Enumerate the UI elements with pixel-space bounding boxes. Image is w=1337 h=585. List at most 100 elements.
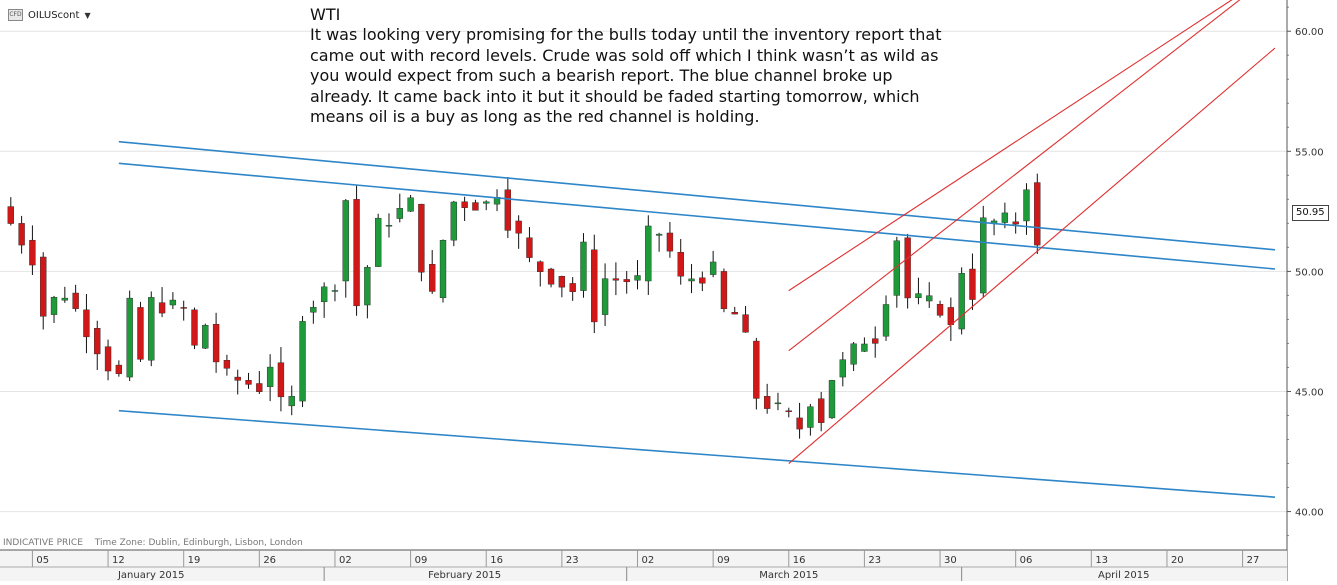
candle-body [591,249,598,323]
time-axis-band [0,550,1287,581]
candle-body [947,307,955,325]
candle-body [7,206,14,224]
x-tick-label: 20 [1171,555,1184,566]
candle-body [126,297,133,378]
candle-body [1034,182,1041,246]
candle-body [256,383,263,392]
candle-body [342,200,349,282]
x-tick-label: 06 [1020,555,1033,566]
x-tick-label: 02 [339,555,352,566]
x-tick-label: 27 [1247,555,1260,566]
last-price-tag: 50.95 [1292,205,1329,221]
chart-footer-info: INDICATIVE PRICE Time Zone: Dublin, Edin… [3,538,303,548]
candle-body [212,324,220,363]
annotation-line: It was looking very promising for the bu… [310,25,942,44]
candle-body [677,251,684,277]
candle-body [299,321,306,402]
candle-body [277,362,285,398]
candle-body [612,278,620,281]
candle-body [483,201,490,204]
red-channel-line [788,0,1233,292]
candle-body [364,266,371,306]
candle-body [169,299,177,306]
caret-down-icon[interactable]: ▼ [84,10,91,20]
candle-body [731,312,738,315]
candle-body [753,340,760,399]
candle-body [385,224,393,227]
candle-body [234,376,241,381]
candle-body [1023,189,1030,222]
candle-body [450,201,457,241]
candle-body [634,275,641,281]
x-tick-label: 05 [36,555,49,566]
candle-body [515,220,522,234]
symbol-selector[interactable]: CFD OILUScont ▼ [8,9,91,21]
candle-body [893,240,900,296]
candle-body [439,240,447,299]
candle-body [245,380,252,385]
candle-body [915,293,922,299]
candle-body [418,203,425,273]
candle-body [882,304,890,337]
candle-body [763,396,771,409]
x-tick-label: 16 [793,555,806,566]
candle-body [353,199,360,307]
month-label: January 2015 [117,570,185,581]
x-tick-label: 26 [263,555,276,566]
y-tick-label: 40.00 [1295,508,1324,519]
candle-body [774,402,782,405]
candle-body [115,364,123,374]
candle-body [50,296,58,315]
candle-body [623,279,630,283]
candle-body [94,328,101,355]
candle-body [191,309,198,346]
timezone-label: Time Zone: Dublin, Edinburgh, Lisbon, Lo… [94,538,303,548]
x-tick-label: 12 [112,555,125,566]
candle-body [742,314,749,333]
x-tick-label: 02 [642,555,655,566]
candle-body [375,217,382,267]
candle-body [720,271,728,310]
candle-body [580,241,587,291]
candle-body [223,360,231,369]
x-tick-label: 30 [944,555,957,566]
candle-body [537,261,544,272]
blue-channel-line [118,409,1276,498]
price-type-label: INDICATIVE PRICE [3,538,83,548]
candle-body [818,398,825,423]
candle-series [7,173,1041,439]
x-tick-label: 16 [490,555,503,566]
candle-body [331,290,339,292]
candle-body [137,307,144,360]
candle-body [1001,212,1009,223]
cfd-instrument-icon: CFD [8,9,23,21]
candle-body [796,417,803,430]
candle-body [709,261,717,275]
candle-body [569,283,576,292]
x-tick-label: 19 [188,555,201,566]
chart-annotation: WTI It was looking very promising for th… [310,5,1000,128]
candle-body [526,237,533,258]
candle-body [104,346,112,372]
candle-body [655,233,663,236]
annotation-title: WTI [310,5,341,24]
candle-body [904,237,911,299]
blue-channel-line [118,140,1276,251]
annotation-line: means oil is a buy as long as the red ch… [310,107,760,126]
candle-body [148,297,155,361]
annotation-body: It was looking very promising for the bu… [310,25,1000,128]
x-tick-label: 09 [717,555,730,566]
y-tick-label: 45.00 [1295,387,1324,398]
candle-body [461,201,468,208]
candle-body [850,343,857,365]
candle-body [936,304,944,316]
candle-body [666,232,674,252]
candle-body [958,273,965,330]
symbol-name: OILUScont [28,9,80,21]
y-tick-label: 55.00 [1295,147,1324,158]
red-channel-line [788,47,1276,464]
blue-channel-line [118,162,1276,270]
candle-body [83,309,90,338]
